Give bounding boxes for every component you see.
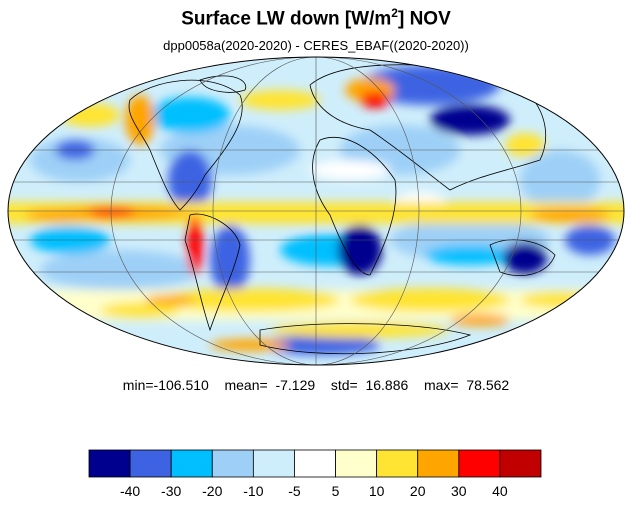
colorbar-tick-label: 40 [492, 483, 508, 499]
stat-mean: mean= -7.129 [224, 377, 316, 393]
colorbar-box [252, 449, 295, 478]
colorbar-tick-label: -10 [243, 483, 264, 499]
colorbar-box [458, 449, 501, 478]
colorbar-box [211, 449, 254, 478]
stat-min: min=-106.510 [122, 377, 209, 393]
graticule [8, 57, 624, 365]
colorbar-box [170, 449, 213, 478]
colorbar-box [335, 449, 378, 478]
colorbar-tick-label: 5 [331, 483, 340, 499]
stat-std: std= 16.886 [330, 377, 409, 393]
colorbar-tick-label: -5 [288, 483, 301, 499]
colorbar-tick-label: 10 [368, 483, 385, 499]
colorbar-tick-label: -20 [202, 483, 223, 499]
colorbar-box [417, 449, 460, 478]
map-subtitle: dpp0058a(2020-2020) - CERES_EBAF((2020-2… [163, 38, 469, 53]
colorbar-tick-label: -40 [119, 483, 141, 499]
stat-max: max= 78.562 [423, 377, 510, 393]
map-title: Surface LW down [W/m2] NOV [181, 6, 451, 30]
statistics-line: min=-106.510 mean= -7.129 std= 16.886 ma… [0, 377, 632, 393]
colorbar-box [294, 449, 336, 478]
colorbar-box [129, 449, 172, 478]
mollweide-map [7, 56, 625, 366]
colorbar-box [499, 449, 542, 478]
colorbar-tick-label: 20 [409, 483, 426, 499]
map-border [7, 56, 625, 366]
colorbar-tick-label: -30 [161, 483, 182, 499]
colorbar-tick-label: 30 [451, 483, 467, 499]
colorbar-box [376, 449, 419, 478]
colorbar-box [88, 449, 131, 478]
